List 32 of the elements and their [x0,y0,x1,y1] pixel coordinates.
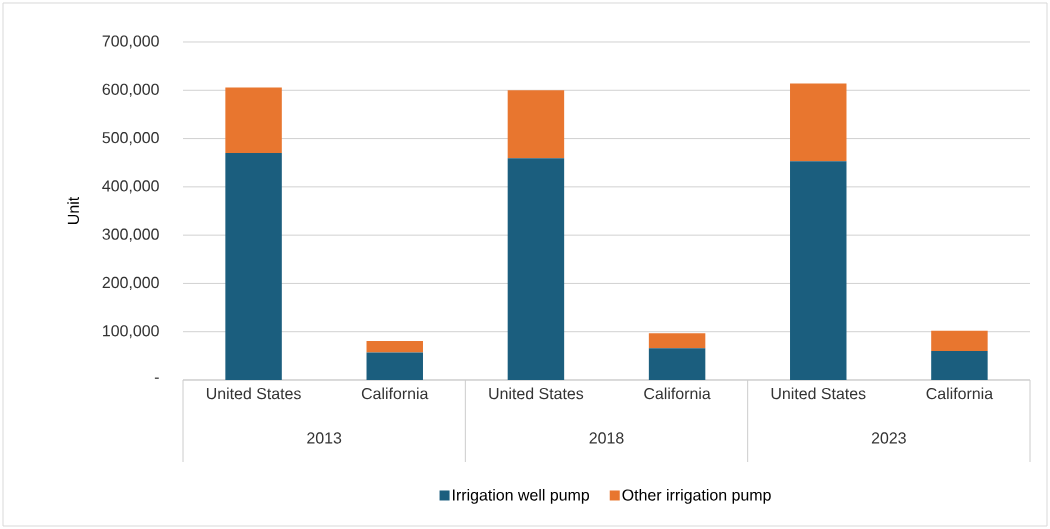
y-tick-label: - [154,377,159,379]
x-tick-label: California [361,387,429,400]
bar [931,351,988,380]
x-tick-label: United States [771,387,866,400]
y-tick-label: 100,000 [103,325,159,339]
bar [366,352,423,380]
y-tick-label: 300,000 [102,228,159,242]
y-tick-label: 400,000 [102,180,159,194]
bar [648,333,706,349]
x-tick-label: California [926,387,994,400]
bar [507,90,565,159]
bar [225,87,282,154]
bar [507,158,565,380]
y-tick-label: 500,000 [102,131,159,146]
bar [790,83,847,162]
legend-label: Other irrigation pump [622,488,771,504]
y-tick-label: 700,000 [102,35,159,49]
y-tick-label: 600,000 [102,83,159,97]
bar [648,348,706,380]
text: 2018 [589,432,624,444]
bar [366,340,423,353]
y-axis-title: Unit [67,196,80,224]
bar [931,330,988,352]
legend-label: Irrigation well pump [453,488,590,504]
bar [790,161,847,380]
y-tick-label: 200,000 [102,276,159,290]
x-tick-label: United States [206,387,301,400]
x-tick-label: California [644,387,711,400]
bar [225,153,282,380]
x-tick-label: United States [489,387,584,400]
text: 2023 [871,432,906,444]
text: 2013 [307,432,342,444]
